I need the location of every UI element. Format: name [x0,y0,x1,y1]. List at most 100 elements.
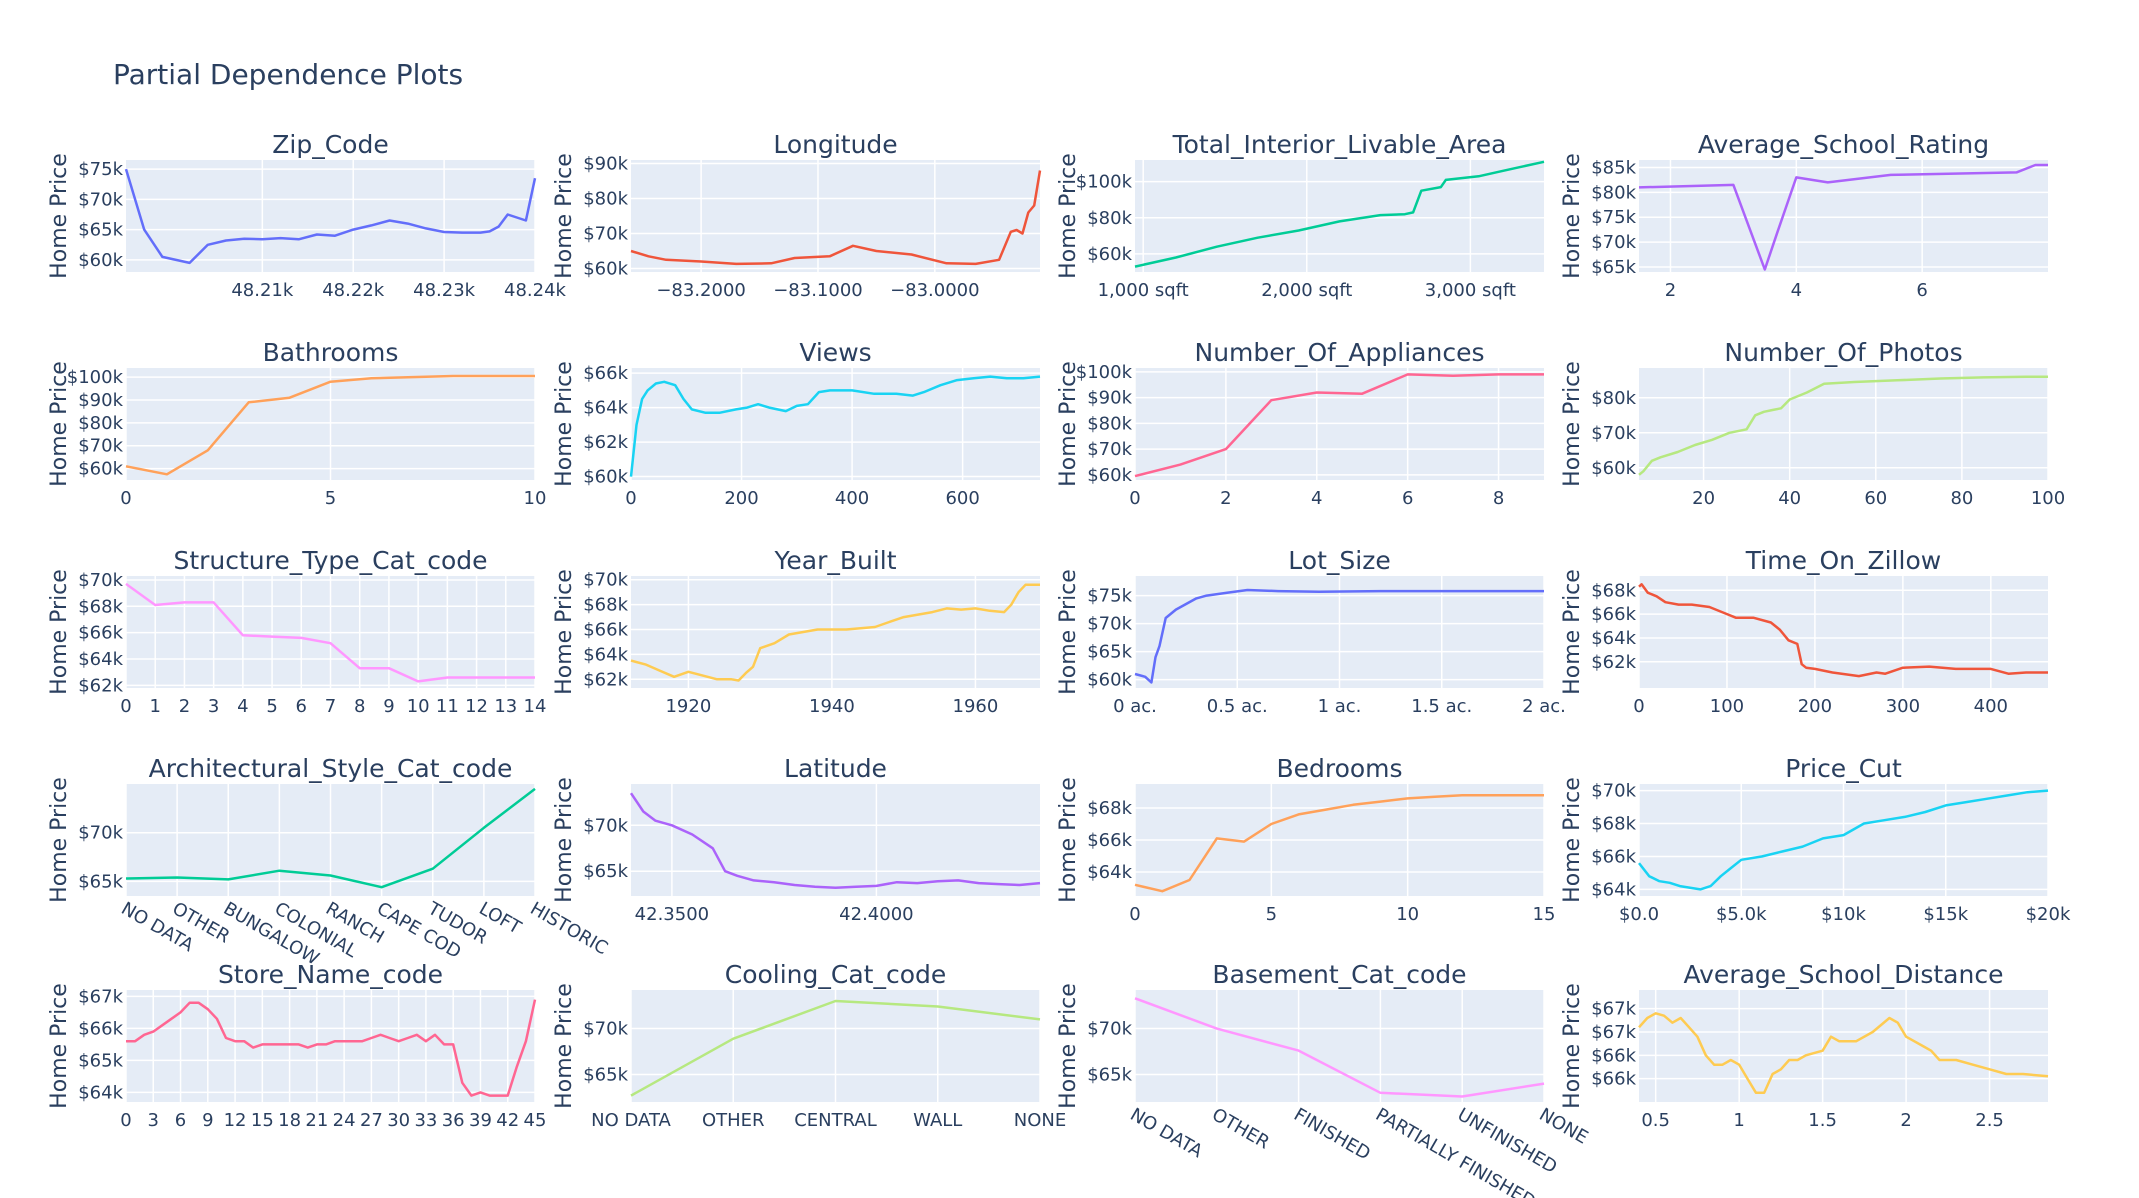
x-tick-label: −83.1000 [773,280,863,301]
x-tick-label: 1,000 sqft [1098,280,1189,301]
x-tick-label: 48.22k [322,280,385,301]
x-tick-label: 13 [494,696,517,717]
series-line [1638,583,2048,678]
x-tick-label: 100 [2031,488,2065,509]
y-axis-title: Home Price [47,361,72,487]
x-tick-label: NO DATA [1127,1104,1207,1162]
x-tick-label: 2 [1665,280,1676,301]
y-axis-title: Home Price [47,777,72,903]
x-tick-label: 6 [1916,280,1927,301]
subplot-title: Bedrooms [1276,754,1402,783]
subplot-title: Basement_Cat_code [1212,960,1466,989]
x-tick-label: 1 ac. [1318,696,1362,717]
x-tick-label: 0 [1129,904,1140,925]
y-tick-label: $68k [78,596,123,617]
x-tick-label: 400 [1974,696,2008,717]
y-tick-label: $66k [1591,846,1636,867]
subplot-title: Time_On_Zillow [1745,546,1941,575]
x-tick-label: 3,000 sqft [1425,280,1516,301]
y-tick-label: $66k [1591,604,1636,625]
subplot-Year_Built: Year_Built Home Price $62k $64k $66k $68k $70k… [552,546,1040,717]
y-tick-label: $80k [78,413,123,434]
subplot-title: Longitude [773,130,897,159]
subplot-Average_School_Rating: Average_School_Rating Home Price $65k $70k $… [1560,130,2048,301]
y-tick-label: $70k [1087,1019,1132,1040]
y-tick-label: $100k [67,367,124,388]
y-tick-label: $60k [78,250,123,271]
x-tick-label: 15 [1533,904,1556,925]
x-tick-label: 2 ac. [1522,696,1566,717]
y-tick-label: $68k [1591,814,1636,835]
y-tick-label: $67k [78,986,123,1007]
y-tick-label: $75k [1087,586,1132,607]
x-tick-label: NO DATA [591,1110,671,1131]
x-tick-label: 1 [149,696,160,717]
x-tick-label: 12 [465,696,488,717]
y-tick-label: $85k [1591,157,1636,178]
x-tick-label: 33 [414,1110,437,1131]
y-axis-title: Home Price [47,569,72,695]
subplot-Price_Cut: Price_Cut Home Price $64k $66k $68k $70k $0.0 $… [1560,754,2071,925]
subplot-Number_Of_Appliances: Number_Of_Appliances Home Price $60k $70k $8… [1056,338,1544,509]
y-tick-label: $65k [1591,257,1636,278]
series-line [630,583,1040,682]
y-tick-label: $65k [1087,642,1132,663]
y-tick-label: $65k [78,220,123,241]
x-tick-label: CENTRAL [794,1110,877,1131]
y-tick-label: $70k [583,570,628,591]
x-tick-label: 48.21k [231,280,294,301]
x-tick-label: 1 [1733,1110,1744,1131]
y-tick-label: $100k [1076,172,1133,193]
x-tick-label: 5 [266,696,277,717]
y-tick-label: $65k [583,1064,628,1085]
y-axis-title: Home Price [1056,569,1081,695]
x-tick-label: 15 [251,1110,274,1131]
y-tick-label: $70k [78,189,123,210]
y-tick-label: $64k [1087,862,1132,883]
subplot-title: Average_School_Rating [1698,130,1989,159]
series-line [1134,997,1545,1098]
y-tick-label: $68k [583,595,628,616]
y-tick-label: $70k [78,823,123,844]
y-tick-label: $66k [1591,1069,1636,1090]
y-tick-label: $60k [583,259,628,280]
x-tick-label: 300 [1886,696,1920,717]
y-axis-title: Home Price [1056,153,1081,279]
x-tick-label: 2.5 [1975,1110,2004,1131]
y-tick-label: $66k [78,1018,123,1039]
x-tick-label: 400 [835,488,869,509]
x-tick-label: 1960 [953,696,999,717]
subplot-title: Architectural_Style_Cat_code [149,754,513,783]
x-tick-label: 42 [496,1110,519,1131]
y-axis-title: Home Price [552,983,577,1109]
y-axis-title: Home Price [552,569,577,695]
x-tick-label: 20 [1692,488,1715,509]
x-tick-label: 5 [1266,904,1277,925]
x-tick-label: 0 [120,696,131,717]
x-tick-label: 0 ac. [1113,696,1157,717]
y-tick-label: $70k [1591,423,1636,444]
plot-area [126,160,535,272]
x-tick-label: 0 [120,1110,131,1131]
y-axis-title: Home Price [552,153,577,279]
subplot-Bedrooms: Bedrooms Home Price $64k $66k $68k 0 5 10 15 [1056,754,1555,925]
x-tick-label: 40 [1778,488,1801,509]
subplot-Bathrooms: Bathrooms Home Price $60k$70k$80k$90k$100k… [47,338,546,509]
y-tick-label: $67k [1591,999,1636,1020]
x-tick-label: 8 [1493,488,1504,509]
series-line [629,792,1041,889]
x-tick-label: 3 [148,1110,159,1131]
y-axis-title: Home Price [552,361,577,487]
subplot-title: Structure_Type_Cat_code [173,546,487,575]
x-tick-label: 1940 [809,696,855,717]
subplot-title: Bathrooms [263,338,399,367]
x-tick-label: 2,000 sqft [1261,280,1352,301]
x-tick-label: 3 [208,696,219,717]
subplot-title: Cooling_Cat_code [725,960,947,989]
x-tick-label: 10 [524,488,547,509]
series-line [1134,793,1544,893]
x-tick-label: 0.5 ac. [1207,696,1268,717]
y-tick-label: $80k [583,189,628,210]
x-tick-label: FINISHED [1290,1104,1374,1165]
